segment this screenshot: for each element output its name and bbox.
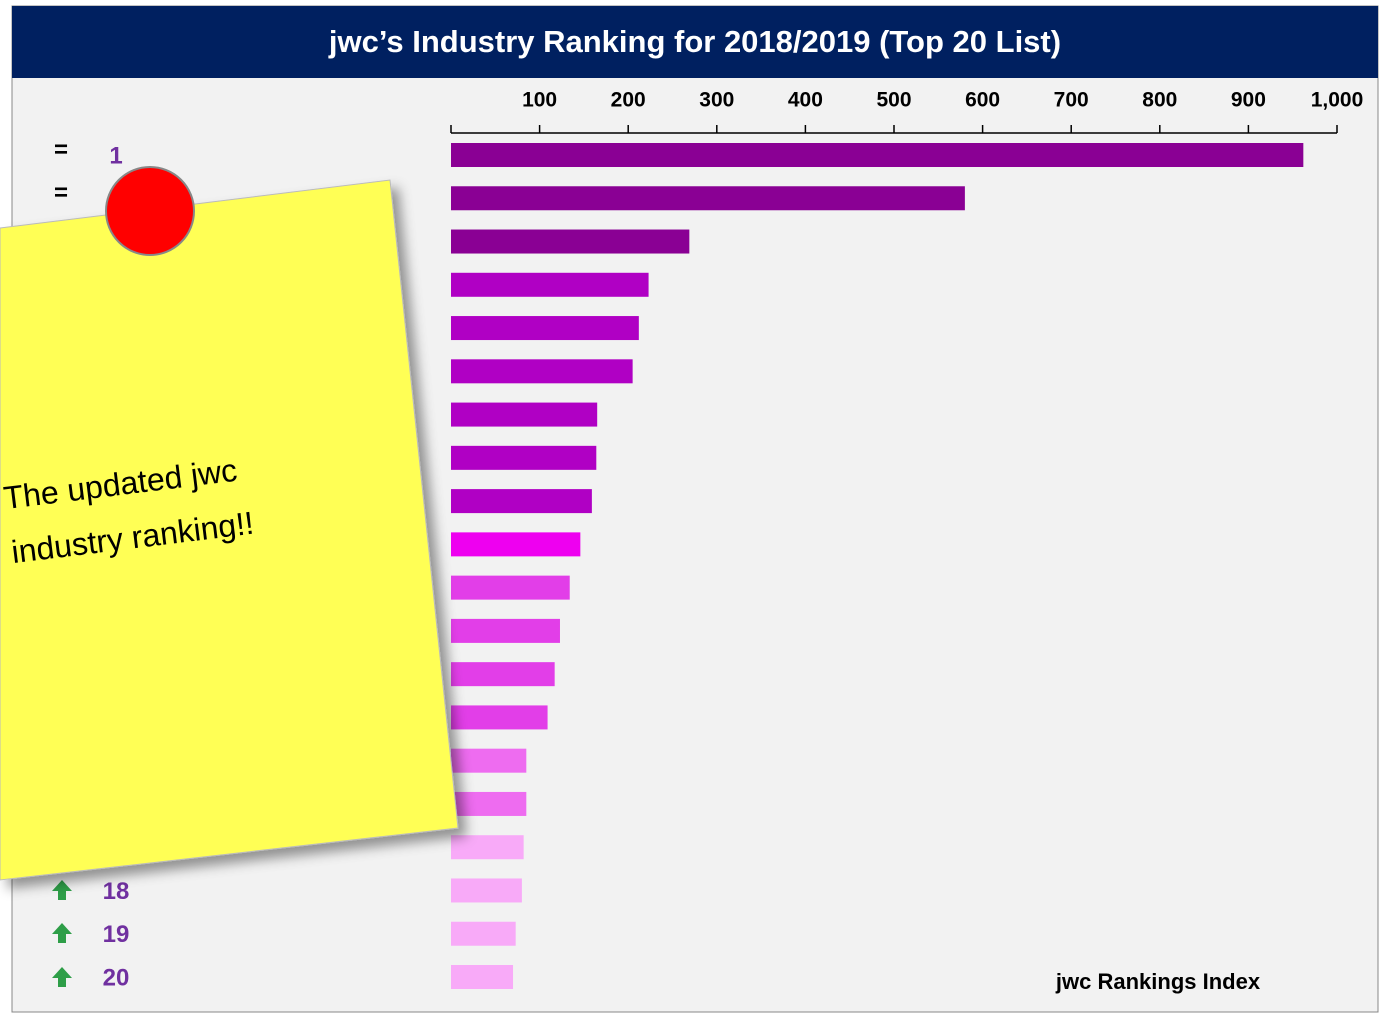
bar — [451, 618, 560, 643]
bar — [451, 575, 570, 600]
rank-label: 18 — [103, 878, 130, 905]
up-arrow — [52, 923, 72, 943]
up-arrow — [52, 967, 72, 987]
bar — [451, 662, 555, 687]
bar — [451, 272, 649, 297]
x-tick-label: 900 — [1231, 89, 1266, 112]
sticky-note: The updated jwc industry ranking!! — [0, 166, 459, 881]
bar — [451, 965, 514, 989]
chart-title: jwc’s Industry Ranking for 2018/2019 (To… — [328, 24, 1061, 59]
bar — [451, 878, 522, 903]
pin — [105, 166, 195, 256]
bar — [451, 532, 581, 557]
x-tick-label: 200 — [611, 89, 646, 112]
movement-label: = — [54, 136, 68, 163]
bar — [451, 835, 524, 860]
bar — [451, 748, 527, 773]
x-tick-label: 700 — [1054, 89, 1089, 112]
plot: 100 200 300 400 500 600 700 800 900 1,000 1 = = 18 19 2… — [54, 89, 1363, 992]
bar — [451, 229, 690, 254]
x-axis-title: jwc Rankings Index — [1055, 969, 1261, 994]
x-tick-label: 300 — [699, 89, 734, 112]
bar — [451, 186, 965, 211]
bar — [451, 791, 527, 816]
x-tick-label: 800 — [1142, 89, 1177, 112]
x-tick-label: 500 — [876, 89, 911, 112]
movement-label: = — [54, 180, 68, 207]
bar — [451, 359, 633, 384]
rank-label: 20 — [103, 964, 130, 991]
x-tick-label: 600 — [965, 89, 1000, 112]
bar — [451, 316, 639, 341]
title-bar — [12, 6, 1378, 78]
bar — [451, 489, 592, 514]
bar — [451, 921, 516, 946]
rank-label: 1 — [109, 142, 122, 169]
note-paper — [0, 179, 459, 881]
bar — [451, 705, 548, 730]
bar — [451, 402, 598, 427]
up-arrow — [52, 880, 72, 900]
x-tick-label: 1,000 — [1311, 89, 1364, 112]
x-tick-label: 100 — [522, 89, 557, 112]
x-tick-label: 400 — [788, 89, 823, 112]
bar — [451, 445, 597, 470]
rank-label: 19 — [103, 921, 130, 948]
arrows — [52, 880, 72, 987]
bar — [451, 143, 1304, 167]
